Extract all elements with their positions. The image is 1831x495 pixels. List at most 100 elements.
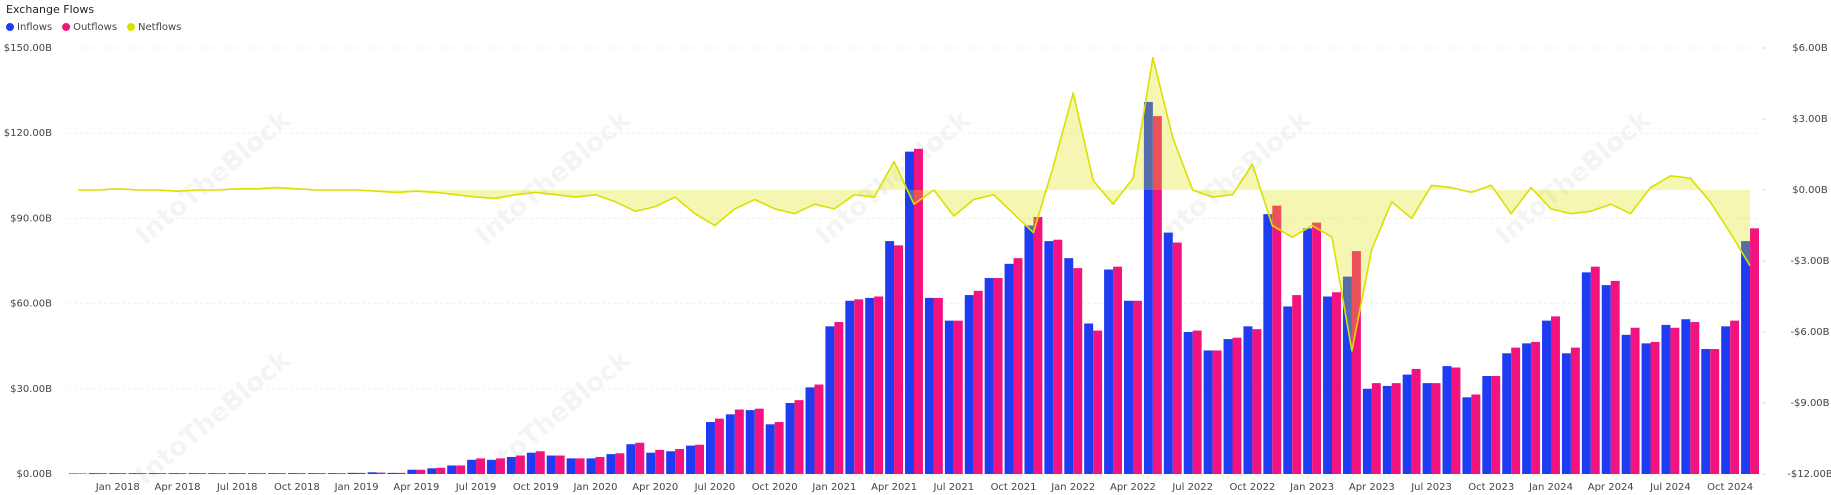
bar [1741,241,1751,474]
bar [1172,242,1182,474]
bar [97,473,107,474]
bar [1471,394,1481,474]
x-tick-label: Oct 2021 [991,482,1037,493]
bar [1252,329,1262,474]
bar [765,424,775,474]
bar [626,444,636,474]
bar [1750,228,1760,474]
bar [1462,397,1472,474]
bar [745,410,755,474]
bar [675,449,685,474]
bar [316,473,326,474]
bar [1681,319,1691,474]
x-tick-label: Apr 2022 [1110,482,1156,493]
bar [248,473,258,474]
bar [467,459,477,474]
bar [924,297,934,474]
x-tick-label: Jul 2020 [694,482,736,493]
bar [307,473,317,474]
bar [1283,306,1293,474]
x-tick-label: Jan 2018 [95,482,140,493]
bar [535,451,545,474]
bar [814,384,824,474]
legend-label: Netflows [138,22,181,33]
bar [1292,295,1302,474]
bar [1323,296,1333,474]
bar [137,473,147,474]
bar [1701,349,1711,474]
bar [148,473,158,474]
y-tick-label: $150.00B [4,43,52,54]
y2-tick-label: $0.00B [1792,185,1828,196]
bar [506,456,516,474]
x-tick-label: Jan 2021 [811,482,856,493]
bar [228,473,238,474]
legend-label: Inflows [17,22,52,33]
bar [905,151,914,474]
bar [1730,320,1740,474]
bar [407,469,417,474]
bar [944,320,954,474]
bar [1342,276,1352,474]
bar [1411,368,1421,474]
bar [1391,383,1401,474]
bar [1581,272,1591,474]
y-tick-label: $30.00B [10,384,52,395]
bar [1630,327,1640,474]
bar [615,453,625,474]
bar [1570,347,1580,474]
bar [217,473,227,474]
watermark: IntoTheBlock [130,104,297,251]
bar [1064,258,1074,474]
bar [964,295,974,474]
bar [865,297,875,474]
bar [336,473,346,474]
bar [1013,258,1023,474]
x-tick-label: Apr 2024 [1588,482,1634,493]
bar [1124,300,1133,474]
x-tick-label: Jan 2024 [1528,482,1573,493]
bar [1203,350,1213,474]
bar [595,456,605,474]
bar [327,473,337,474]
bar [914,148,923,474]
bar [157,473,167,474]
bar [1004,263,1014,474]
y-tick-label: $120.00B [4,128,52,139]
bar [1113,266,1123,474]
bar [993,278,1003,474]
bar [1550,316,1560,474]
bar [854,299,864,474]
legend-marker [6,23,14,31]
x-tick-label: Apr 2018 [155,482,201,493]
bar [447,465,457,474]
x-tick-label: Jul 2021 [932,482,974,493]
bar [1650,341,1660,474]
bar [1192,330,1202,474]
bar [686,445,696,474]
bar [1670,327,1680,474]
y2-tick-label: -$3.00B [1790,256,1829,267]
x-tick-label: Jan 2019 [334,482,379,493]
bar [1690,322,1700,474]
x-tick-label: Oct 2024 [1707,482,1753,493]
bar [1223,339,1233,474]
bar [805,387,815,474]
bar [1601,285,1611,474]
y-tick-label: $90.00B [10,213,52,224]
x-tick-label: Jul 2018 [216,482,258,493]
bar [635,442,645,474]
bar [874,296,884,474]
y2-tick-label: $3.00B [1792,114,1828,125]
bar [1033,216,1043,475]
bar [1451,367,1461,474]
bar [296,473,306,474]
bar [845,300,855,474]
bar [734,409,744,474]
chart-title: Exchange Flows [6,3,94,16]
bar [666,451,676,474]
bar [495,458,505,474]
bar [526,452,536,474]
bar [1590,266,1600,474]
bar [1232,337,1242,474]
